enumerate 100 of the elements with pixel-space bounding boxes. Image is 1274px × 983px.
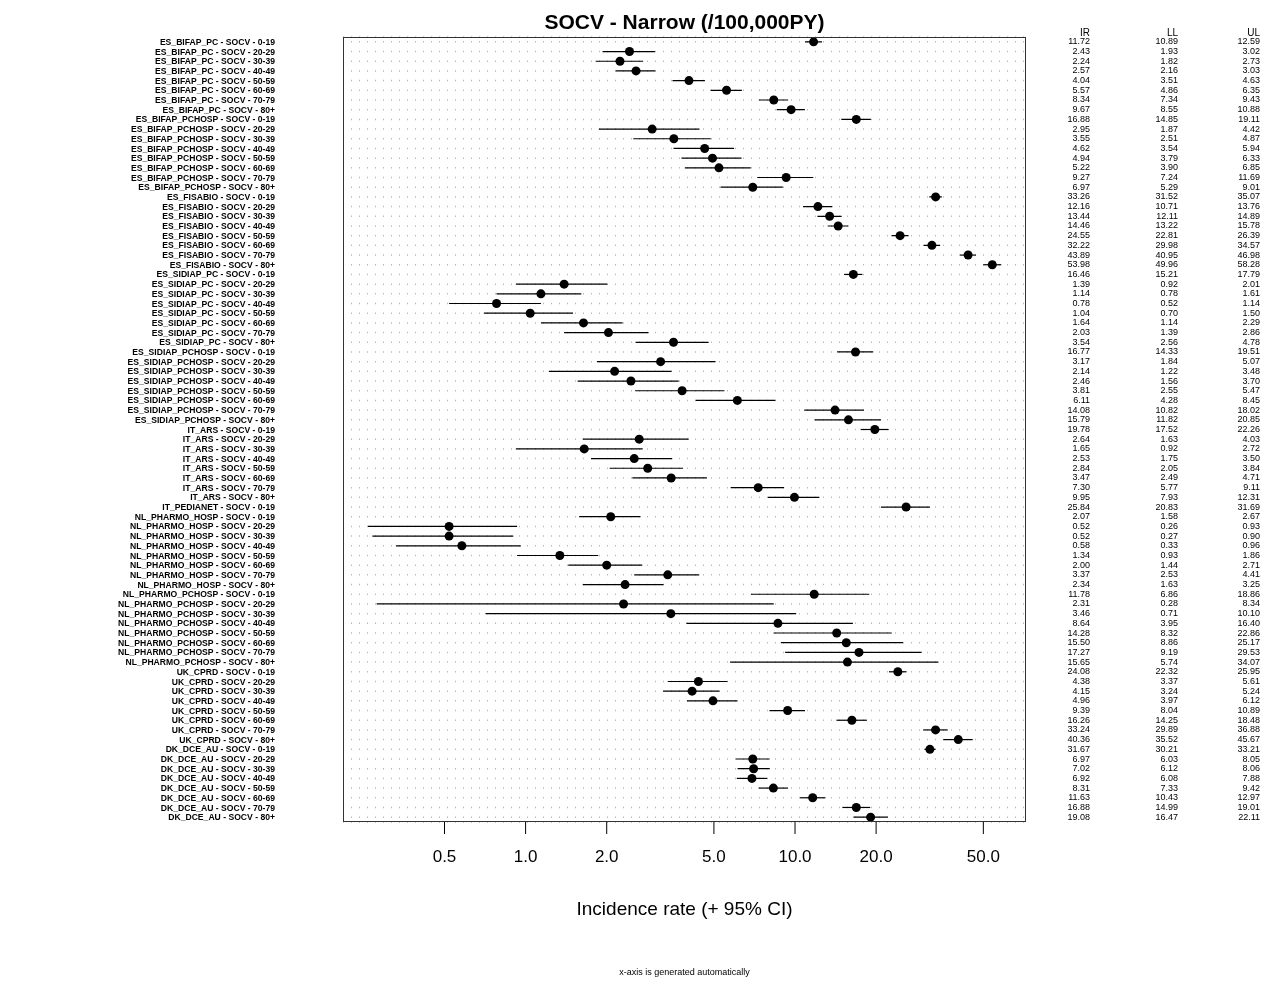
y-tick-label: NL_PHARMO_HOSP - SOCV - 40-49 bbox=[129, 540, 276, 551]
text: 45.67 bbox=[1236, 734, 1260, 745]
y-tick-label: ES_FISABIO - SOCV - 70-79 bbox=[162, 250, 276, 261]
chart-title: SOCV - Narrow (/100,000PY) bbox=[543, 10, 826, 34]
y-tick-label: ES_SIDIAP_PCHOSP - SOCV - 60-69 bbox=[127, 395, 276, 406]
text: 1.14 bbox=[1241, 298, 1260, 308]
text: 0.93 bbox=[1241, 520, 1260, 531]
text: 0.92 bbox=[1159, 278, 1178, 289]
y-tick-label: ES_BIFAP_PCHOSP - SOCV - 30-39 bbox=[130, 133, 276, 144]
data-label: 1.64 bbox=[1071, 317, 1090, 328]
text: 10.88 bbox=[1236, 104, 1260, 115]
data-label: 40.36 bbox=[1066, 734, 1090, 745]
data-label: 6.11 bbox=[1072, 394, 1090, 405]
data-label: 6.92 bbox=[1071, 772, 1090, 783]
data-label: 4.96 bbox=[1071, 695, 1090, 706]
y-tick-label: ES_BIFAP_PCHOSP - SOCV - 40-49 bbox=[130, 143, 276, 154]
text: 22.11 bbox=[1237, 811, 1260, 822]
text: 19.51 bbox=[1236, 346, 1260, 357]
x-axis-title: Incidence rate (+ 95% CI) bbox=[576, 898, 793, 920]
data-label: 14.46 bbox=[1066, 220, 1090, 231]
data-label: 19.78 bbox=[1066, 424, 1090, 434]
data-label: 9.67 bbox=[1071, 104, 1090, 115]
y-tick-label: NL_PHARMO_HOSP - SOCV - 60-69 bbox=[129, 560, 276, 571]
text: 11.69 bbox=[1237, 172, 1260, 183]
x-tick-label: 10.0 bbox=[778, 847, 812, 867]
text: 10.10 bbox=[1236, 608, 1260, 619]
text: 14.25 bbox=[1154, 714, 1178, 725]
y-tick-label: DK_DCE_AU - SOCV - 30-39 bbox=[160, 763, 276, 774]
data-label: 16.77 bbox=[1066, 346, 1090, 357]
text: 3.90 bbox=[1159, 162, 1178, 173]
text: 4.41 bbox=[1241, 569, 1260, 580]
text: 8.32 bbox=[1159, 627, 1178, 638]
y-tick-label: NL_PHARMO_HOSP - SOCV - 50-59 bbox=[129, 550, 276, 561]
data-label: 33.26 bbox=[1066, 191, 1090, 202]
text: 10.71 bbox=[1154, 201, 1178, 212]
y-tick-label: ES_SIDIAP_PC - SOCV - 40-49 bbox=[151, 298, 276, 309]
text: 25.17 bbox=[1236, 637, 1260, 648]
text: 19.01 bbox=[1236, 801, 1260, 812]
text: 8.06 bbox=[1241, 763, 1260, 774]
x-tick-label: 20.0 bbox=[859, 847, 893, 867]
data-label: 5.57 bbox=[1071, 84, 1090, 95]
data-label: 15.79 bbox=[1066, 414, 1090, 425]
data-label: 1.39 bbox=[1071, 278, 1090, 289]
data-label: 2.07 bbox=[1071, 511, 1090, 522]
data-label: 16.88 bbox=[1066, 113, 1090, 124]
y-tick-label: ES_FISABIO - SOCV - 40-49 bbox=[162, 221, 276, 232]
x-tick-label: 2.0 bbox=[594, 847, 619, 867]
x-tick-label: 1.0 bbox=[513, 847, 538, 867]
y-tick-label: ES_SIDIAP_PC - SOCV - 80+ bbox=[159, 337, 275, 348]
y-tick-label: DK_DCE_AU - SOCV - 80+ bbox=[168, 812, 275, 823]
y-tick-label: ES_SIDIAP_PCHOSP - SOCV - 20-29 bbox=[127, 356, 276, 367]
text: 6.85 bbox=[1241, 162, 1260, 173]
text: IR bbox=[1079, 27, 1090, 38]
y-tick-label: ES_SIDIAP_PCHOSP - SOCV - 70-79 bbox=[127, 405, 276, 416]
y-tick-label: UK_CPRD - SOCV - 0-19 bbox=[176, 666, 276, 677]
text: 9.01 bbox=[1241, 181, 1260, 192]
text: 5.47 bbox=[1241, 385, 1260, 396]
data-label: 3.46 bbox=[1071, 608, 1090, 619]
data-label: 0.78 bbox=[1071, 298, 1090, 308]
text: 22.32 bbox=[1154, 666, 1178, 677]
data-label: 2.95 bbox=[1071, 123, 1090, 134]
data-label: 2.24 bbox=[1071, 55, 1090, 66]
text: 5.24 bbox=[1241, 685, 1260, 696]
text: 36.88 bbox=[1236, 724, 1260, 735]
data-label: 3.17 bbox=[1071, 356, 1090, 367]
text: 12.11 bbox=[1155, 210, 1178, 221]
data-label: 2.57 bbox=[1071, 65, 1090, 76]
data-label: 24.08 bbox=[1066, 666, 1090, 677]
data-label: 2.31 bbox=[1071, 598, 1090, 609]
text: 17.52 bbox=[1154, 424, 1178, 434]
text: 9.43 bbox=[1241, 94, 1260, 105]
text: 10.43 bbox=[1154, 792, 1178, 803]
y-tick-label: NL_PHARMO_HOSP - SOCV - 80+ bbox=[137, 579, 275, 590]
y-tick-label: ES_SIDIAP_PCHOSP - SOCV - 50-59 bbox=[127, 385, 276, 396]
data-label: 1.34 bbox=[1071, 549, 1090, 560]
y-tick-label: NL_PHARMO_HOSP - SOCV - 70-79 bbox=[129, 569, 276, 580]
text: 4.03 bbox=[1241, 433, 1260, 444]
data-label: 33.24 bbox=[1066, 724, 1090, 735]
data-label: 4.15 bbox=[1071, 685, 1090, 696]
text: 0.70 bbox=[1159, 307, 1178, 318]
text: 18.48 bbox=[1236, 714, 1260, 725]
data-label: 2.14 bbox=[1071, 365, 1090, 376]
data-label: 1.65 bbox=[1071, 443, 1090, 454]
data-label: 3.54 bbox=[1071, 336, 1090, 347]
data-label: 19.08 bbox=[1066, 811, 1090, 822]
text: 1.44 bbox=[1159, 559, 1178, 570]
y-tick-label: NL_PHARMO_PCHOSP - SOCV - 20-29 bbox=[118, 599, 276, 609]
text: 31.52 bbox=[1154, 191, 1178, 202]
text: 15.21 bbox=[1154, 268, 1178, 279]
data-label: 9.95 bbox=[1071, 491, 1090, 502]
text: 4.78 bbox=[1241, 336, 1260, 347]
text: 2.56 bbox=[1159, 336, 1178, 347]
data-label: 13.44 bbox=[1066, 210, 1090, 221]
data-label: 3.55 bbox=[1071, 133, 1090, 144]
y-tick-label: IT_ARS - SOCV - 0-19 bbox=[187, 424, 276, 435]
data-label: 6.97 bbox=[1071, 181, 1090, 192]
text: 10.82 bbox=[1154, 404, 1178, 415]
text: 6.03 bbox=[1159, 753, 1178, 764]
text: 2.71 bbox=[1241, 559, 1260, 570]
x-tick-label: 50.0 bbox=[966, 847, 1000, 867]
